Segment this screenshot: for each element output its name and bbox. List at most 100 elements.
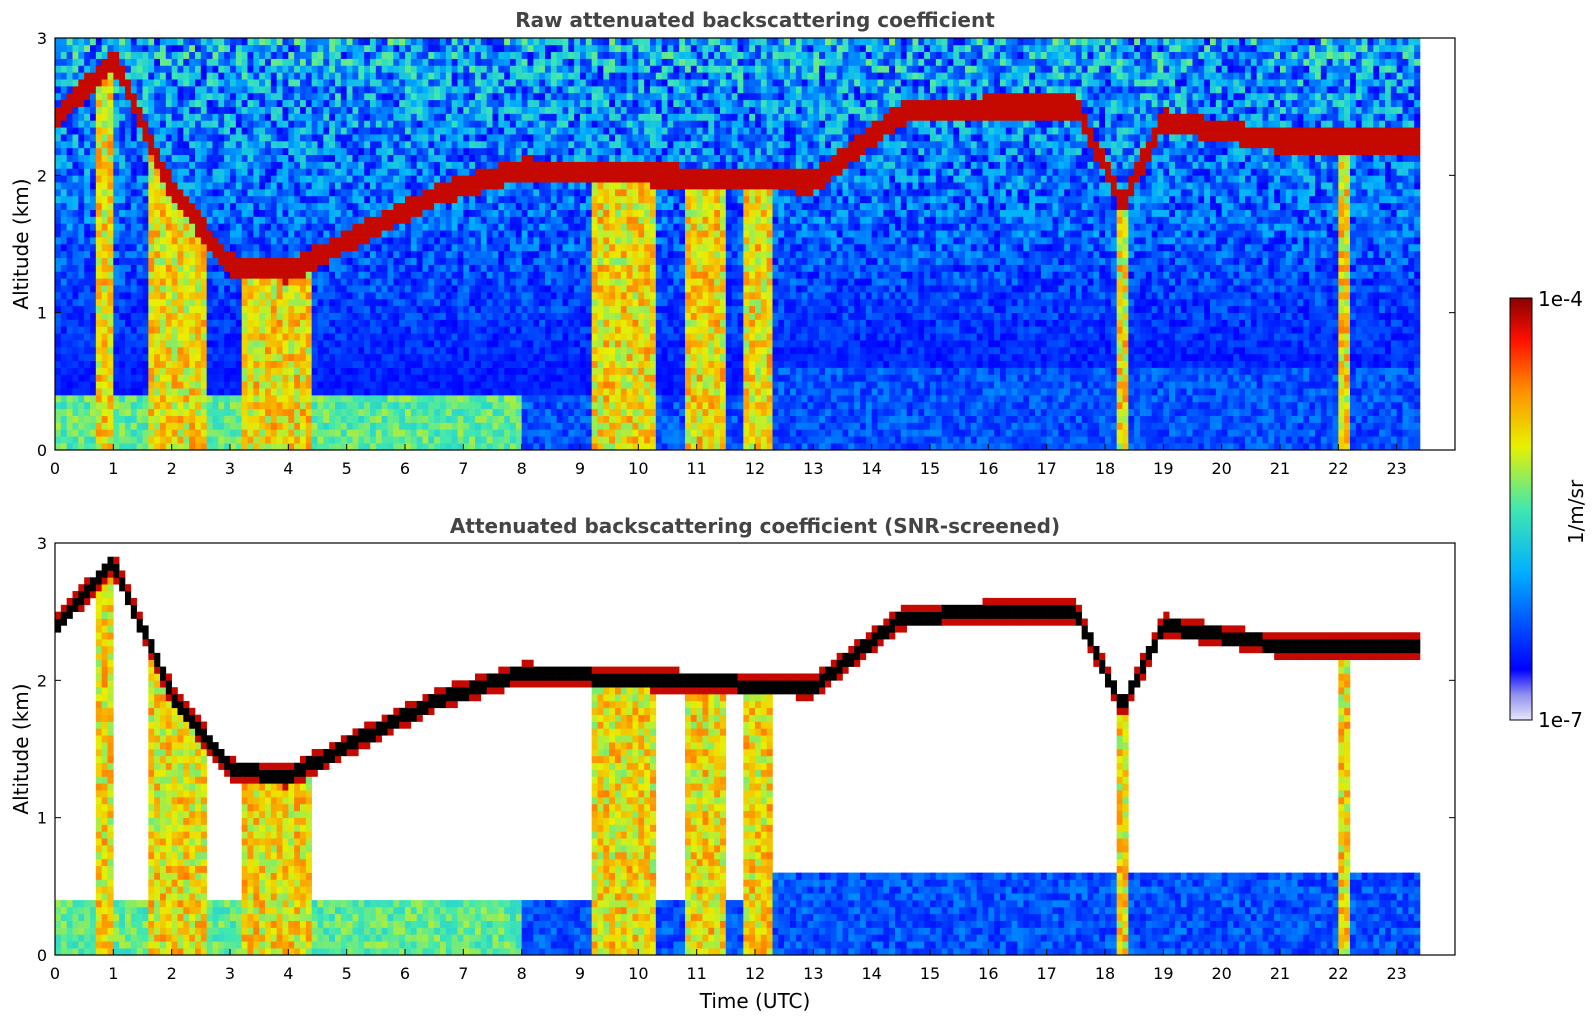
heatmap-cell	[515, 58, 522, 66]
heatmap-cell	[381, 189, 388, 197]
heatmap-cell	[358, 79, 365, 87]
heatmap-cell	[498, 292, 505, 300]
heatmap-cell	[504, 51, 511, 59]
heatmap-cell	[113, 264, 120, 272]
heatmap-cell	[475, 44, 482, 53]
heatmap-cell	[241, 230, 248, 238]
heatmap-cell	[422, 216, 429, 224]
heatmap-cell	[305, 51, 312, 59]
heatmap-cell	[533, 305, 540, 313]
heatmap-cell	[527, 395, 534, 403]
heatmap-cell	[119, 244, 126, 252]
heatmap-cell	[189, 237, 196, 245]
heatmap-cell	[113, 195, 120, 204]
heatmap-cell	[66, 175, 73, 183]
heatmap-cell	[294, 271, 301, 279]
heatmap-cell	[224, 44, 231, 53]
heatmap-cell	[381, 250, 388, 259]
heatmap-cell	[265, 189, 272, 197]
heatmap-cell	[422, 38, 429, 46]
heatmap-cell	[317, 79, 324, 87]
heatmap-cell	[498, 422, 505, 430]
heatmap-cell	[463, 175, 470, 183]
heatmap-cell	[90, 120, 97, 128]
heatmap-cell	[527, 422, 534, 430]
heatmap-cell	[282, 333, 289, 341]
heatmap-cell	[294, 381, 301, 389]
heatmap-cell	[218, 278, 225, 286]
heatmap-cell	[119, 264, 126, 272]
heatmap-cell	[469, 51, 476, 59]
heatmap-cell	[305, 244, 312, 252]
heatmap-cell	[434, 250, 441, 259]
heatmap-cell	[329, 141, 336, 149]
heatmap-cell	[521, 154, 528, 162]
heatmap-cell	[300, 209, 307, 217]
heatmap-cell	[160, 285, 167, 293]
heatmap-cell	[282, 147, 289, 156]
heatmap-cell	[148, 182, 155, 190]
heatmap-cell	[78, 58, 85, 66]
heatmap-cell	[148, 141, 155, 149]
heatmap-cell	[434, 429, 441, 437]
heatmap-cell	[311, 161, 318, 169]
heatmap-cell	[410, 58, 417, 66]
heatmap-cell	[66, 237, 73, 245]
heatmap-cell	[200, 312, 207, 320]
heatmap-cell	[183, 264, 190, 272]
heatmap-cell	[323, 381, 330, 389]
heatmap-cell	[253, 257, 260, 265]
heatmap-cell	[399, 408, 406, 416]
heatmap-cell	[218, 285, 225, 293]
heatmap-cell	[72, 195, 79, 204]
heatmap-cell	[247, 127, 254, 135]
heatmap-cell	[416, 408, 423, 416]
heatmap-cell	[410, 395, 417, 403]
heatmap-cell	[422, 147, 429, 156]
heatmap-cell	[393, 195, 400, 204]
heatmap-cell	[130, 113, 137, 121]
heatmap-cell	[428, 367, 435, 375]
heatmap-cell	[463, 292, 470, 300]
heatmap-cell	[504, 230, 511, 238]
heatmap-cell	[510, 147, 517, 156]
heatmap-cell	[270, 58, 277, 66]
heatmap-cell	[276, 72, 283, 80]
heatmap-cell	[480, 408, 487, 416]
heatmap-cell	[177, 415, 184, 423]
heatmap-cell	[515, 319, 522, 327]
heatmap-cell	[101, 305, 108, 313]
heatmap-cell	[300, 367, 307, 375]
heatmap-cell	[107, 443, 114, 450]
heatmap-cell	[428, 360, 435, 368]
heatmap-cell	[294, 134, 301, 142]
heatmap-cell	[206, 127, 213, 135]
heatmap-cell	[445, 381, 452, 389]
heatmap-cell	[311, 230, 318, 238]
heatmap-cell	[340, 326, 347, 334]
heatmap-cell	[305, 141, 312, 149]
heatmap-cell	[340, 72, 347, 80]
heatmap-cell	[486, 326, 493, 334]
heatmap-cell	[148, 381, 155, 389]
heatmap-cell	[352, 195, 359, 204]
heatmap-cell	[492, 333, 499, 341]
heatmap-cell	[177, 79, 184, 87]
heatmap-cell	[142, 38, 149, 46]
heatmap-cell	[294, 99, 301, 107]
heatmap-cell	[253, 161, 260, 169]
heatmap-cell	[463, 250, 470, 259]
heatmap-cell	[480, 44, 487, 53]
heatmap-cell	[212, 305, 219, 313]
heatmap-cell	[527, 374, 534, 382]
heatmap-cell	[416, 209, 423, 217]
heatmap-cell	[527, 278, 534, 286]
heatmap-cell	[119, 141, 126, 149]
heatmap-cell	[183, 86, 190, 94]
heatmap-cell	[486, 436, 493, 444]
heatmap-cell	[393, 58, 400, 66]
heatmap-cell	[78, 92, 85, 101]
heatmap-cell	[405, 374, 412, 382]
heatmap-cell	[270, 44, 277, 53]
heatmap-cell	[247, 408, 254, 416]
